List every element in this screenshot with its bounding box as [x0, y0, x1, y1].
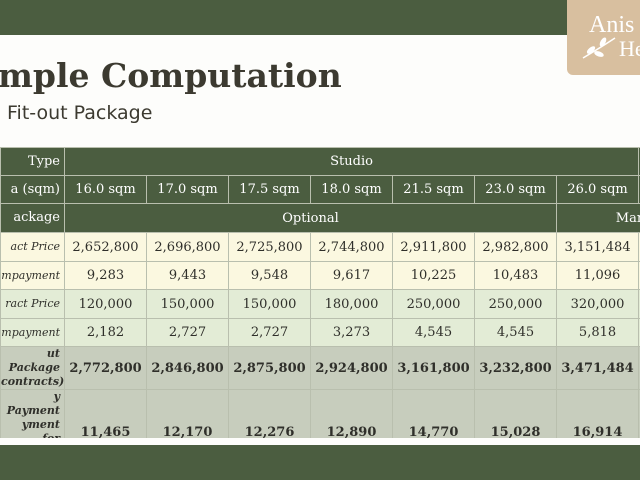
empty-cell — [638, 389, 640, 438]
cell: 14,770 — [392, 389, 475, 438]
top-band — [0, 0, 640, 35]
table-row: a (sqm) 16.0 sqm 17.0 sqm 17.5 sqm 18.0 sqm 2… — [0, 175, 640, 204]
cell: 9,548 — [228, 261, 311, 290]
cell: Optional — [64, 203, 557, 233]
cell: 5,818 — [555, 318, 640, 347]
cell: Manda — [555, 203, 640, 233]
cell: 9,617 — [310, 261, 393, 290]
cell: 4,545 — [474, 318, 557, 347]
cell: 16,914 — [555, 389, 640, 438]
cell: 2,982,800 — [474, 232, 557, 262]
cell: 3,232,800 — [474, 346, 557, 390]
cell: 2,924,800 — [310, 346, 393, 390]
bottom-band — [0, 445, 640, 480]
cell: 2,911,800 — [392, 232, 475, 262]
cell: 150,000 — [146, 289, 229, 319]
cell: 12,890 — [310, 389, 393, 438]
cell: 3,471,484 — [555, 346, 640, 390]
table-row: ut Package contracts) 2,772,800 2,846,800 2… — [0, 346, 640, 390]
cell: 10,225 — [392, 261, 475, 290]
row-label: ract Price — [0, 289, 65, 319]
cell: 9,443 — [146, 261, 229, 290]
logo-text: Anis — [589, 12, 635, 38]
cell: 2,182 — [64, 318, 147, 347]
cell: 2,727 — [146, 318, 229, 347]
logo: Anis He — [567, 0, 640, 75]
row-label: y Payment yment for t package) — [0, 389, 65, 438]
cell: 2,772,800 — [64, 346, 147, 390]
table-row: act Price 2,652,800 2,696,800 2,725,800 2,74… — [0, 232, 640, 262]
logo-leaves — [582, 37, 616, 59]
title: mple Computation — [0, 56, 342, 95]
cell: 4,545 — [392, 318, 475, 347]
table: Type Studio a (sqm) 16.0 sqm 17.0 sqm 17.5 sq… — [0, 147, 640, 438]
cell: 3,151,484 — [555, 232, 640, 262]
logo-text: He — [619, 36, 640, 61]
cell: 12,170 — [146, 389, 229, 438]
table-row: mpayment 9,283 9,443 9,548 9,617 10,225 10,483… — [0, 261, 640, 290]
cell: 3,273 — [310, 318, 393, 347]
row-label: Type — [0, 147, 65, 176]
cell: 180,000 — [310, 289, 393, 319]
cell: 16.0 sqm — [64, 175, 147, 204]
table-row: y Payment yment for t package)11,46512,1… — [0, 389, 640, 438]
cell: 2,652,800 — [64, 232, 147, 262]
cell: 11,096 — [555, 261, 640, 290]
cell: 2,725,800 — [228, 232, 311, 262]
row-label: act Price — [0, 232, 65, 262]
row-label: mpayment — [0, 318, 65, 347]
cell: 21.5 sqm — [392, 175, 475, 204]
row-label: mpayment — [0, 261, 65, 290]
cell: Studio — [63, 147, 640, 176]
cell: 12,276 — [228, 389, 311, 438]
subtitle: Fit-out Package — [7, 102, 153, 124]
cell: 250,000 — [392, 289, 475, 319]
cell: 17.0 sqm — [146, 175, 229, 204]
cell: 17.5 sqm — [228, 175, 311, 204]
cell: 2,846,800 — [146, 346, 229, 390]
cell: 2,875,800 — [228, 346, 311, 390]
cell: 18.0 sqm — [310, 175, 393, 204]
cell: 2,744,800 — [310, 232, 393, 262]
row-label: ackage — [0, 203, 65, 233]
cell: 2,696,800 — [146, 232, 229, 262]
cell: 26.0 sqm — [555, 175, 640, 204]
cell: 11,465 — [64, 389, 147, 438]
cell: 10,483 — [474, 261, 557, 290]
cell: 250,000 — [474, 289, 557, 319]
row-label: ut Package contracts) — [0, 346, 65, 390]
table-row: mpayment 2,182 2,727 2,727 3,273 4,545 4,545 5,… — [0, 318, 640, 347]
cell: 3,161,800 — [392, 346, 475, 390]
row-label: a (sqm) — [0, 175, 65, 204]
cell: 9,283 — [64, 261, 147, 290]
cell: 320,000 — [555, 289, 640, 319]
cell: 15,028 — [474, 389, 557, 438]
cell: 2,727 — [228, 318, 311, 347]
cell: 150,000 — [228, 289, 311, 319]
table-row: Type Studio — [0, 147, 640, 176]
table-row: ract Price 120,000 150,000 150,000 180,000 25… — [0, 289, 640, 319]
cell: 120,000 — [64, 289, 147, 319]
table-row: ackageOptionalManda — [0, 203, 640, 233]
cell: 23.0 sqm — [474, 175, 557, 204]
table-wrap: Type Studio a (sqm) 16.0 sqm 17.0 sqm 17.5 sq… — [0, 147, 640, 438]
